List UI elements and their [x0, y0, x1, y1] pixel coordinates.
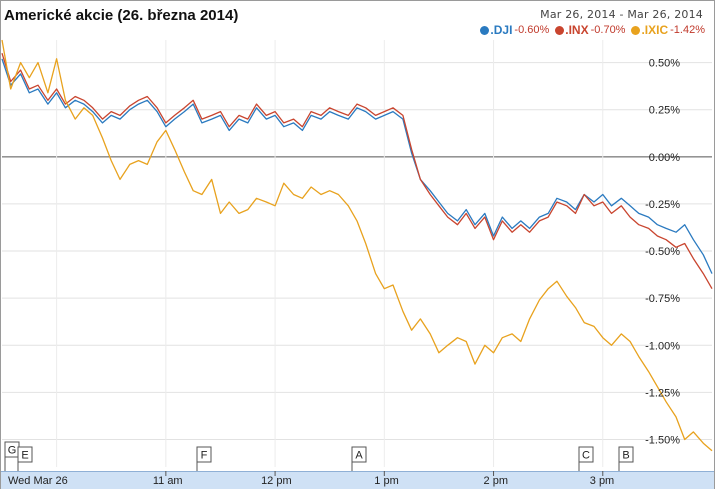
legend-item-inx[interactable]: .INX -0.70% — [555, 23, 625, 37]
legend-change: -1.42% — [670, 24, 705, 36]
flag-letter: E — [21, 450, 28, 462]
legend-symbol: .IXIC — [641, 23, 669, 37]
series-line-dji[interactable] — [1, 58, 713, 274]
timeline-bar[interactable] — [1, 471, 714, 489]
x-tick-label: 12 pm — [261, 475, 292, 487]
legend-symbol: .INX — [565, 23, 589, 37]
x-tick-label: 1 pm — [374, 475, 398, 487]
flag-box — [17, 446, 33, 463]
series-dot-icon — [631, 25, 641, 35]
flag-box — [351, 446, 367, 463]
flag-box — [578, 446, 594, 463]
x-tick-label: Wed Mar 26 — [8, 475, 68, 487]
date-range[interactable]: Mar 26, 2014 - Mar 26, 2014 — [540, 8, 703, 21]
x-tick-label: 3 pm — [590, 475, 614, 487]
series-dot-icon — [555, 25, 565, 35]
legend-item-ixic[interactable]: .IXIC -1.42% — [631, 23, 705, 37]
flag-letter: G — [8, 445, 17, 457]
news-flag-c[interactable]: C — [578, 446, 594, 471]
flag-letter: B — [622, 450, 629, 462]
x-tick-label: 2 pm — [484, 475, 508, 487]
legend: .DJI -0.60% .INX -0.70% .IXIC -1.42% — [480, 23, 705, 37]
news-flag-a[interactable]: A — [351, 446, 367, 471]
flag-letter: A — [355, 450, 363, 462]
legend-change: -0.60% — [514, 24, 550, 36]
chart-title: Americké akcie (26. března 2014) — [4, 7, 239, 24]
y-tick-label: -1.00% — [645, 340, 680, 352]
flag-letter: C — [582, 450, 590, 462]
series-line-ixic[interactable] — [1, 39, 713, 452]
y-tick-label: -0.50% — [645, 246, 680, 258]
y-tick-label: 0.50% — [649, 58, 680, 70]
legend-symbol: .DJI — [490, 23, 513, 37]
y-tick-label: 0.00% — [649, 152, 680, 164]
news-flag-g[interactable]: G — [4, 441, 20, 471]
legend-item-dji[interactable]: .DJI -0.60% — [480, 23, 549, 37]
series-line-inx[interactable] — [1, 53, 713, 290]
news-flag-f[interactable]: F — [196, 446, 212, 471]
legend-change: -0.70% — [590, 24, 626, 36]
y-tick-label: -0.25% — [645, 199, 680, 211]
y-tick-label: -1.25% — [645, 387, 680, 399]
flag-box — [196, 446, 212, 463]
flag-box — [618, 446, 634, 463]
series-dot-icon — [480, 25, 490, 35]
y-tick-label: -1.50% — [645, 434, 680, 446]
flag-letter: F — [201, 450, 208, 462]
x-tick-label: 11 am — [153, 475, 183, 487]
y-tick-label: 0.25% — [649, 105, 680, 117]
y-tick-label: -0.75% — [645, 293, 680, 305]
news-flag-e[interactable]: E — [17, 446, 33, 471]
news-flag-b[interactable]: B — [618, 446, 634, 471]
